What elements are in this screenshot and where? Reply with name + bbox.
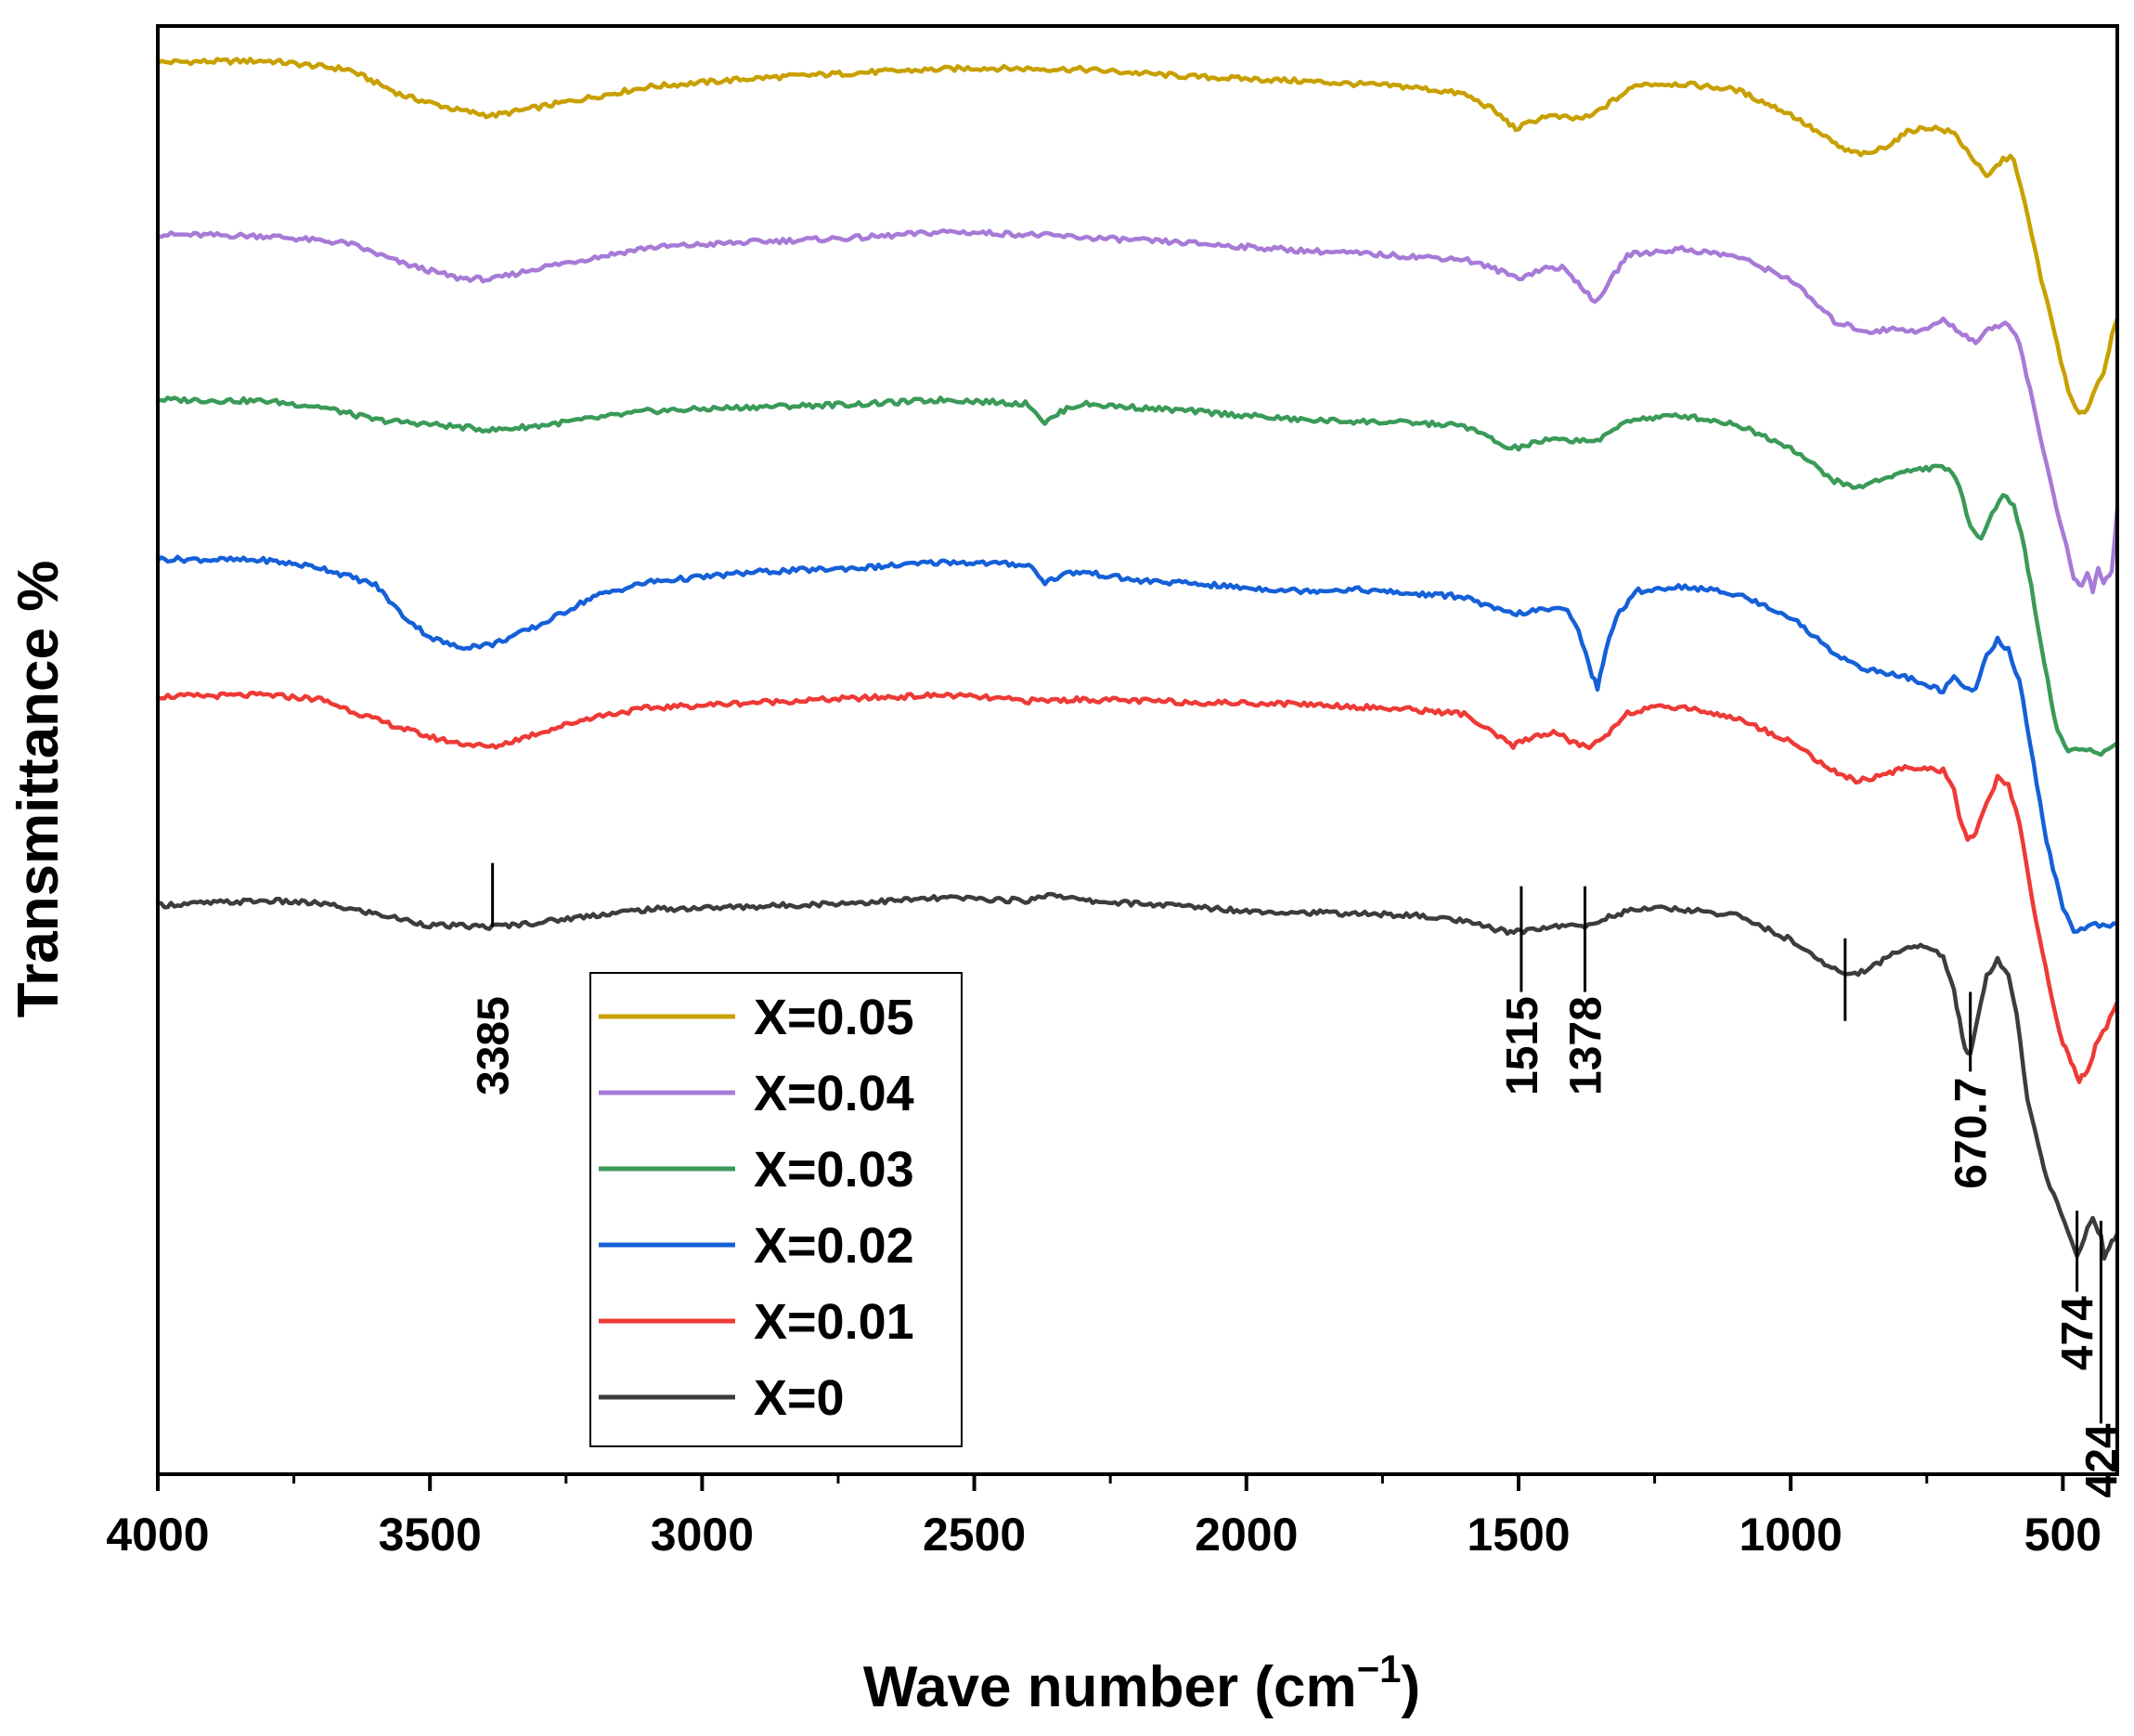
- y-axis-label: Transmittance %: [6, 561, 71, 1018]
- series-line-x-0-01: [157, 690, 2120, 1084]
- series-line-x-0-02: [156, 554, 2118, 934]
- series-line-x-0: [157, 891, 2120, 1261]
- x-tick-label: 3000: [651, 1509, 754, 1561]
- x-axis-label: Wave number (cm−1): [863, 1647, 1420, 1719]
- legend-label: X=0: [754, 1370, 845, 1426]
- x-axis-ticks: 4000 3500 3000 2500 2000 1500 1000 500: [106, 1474, 2102, 1561]
- legend-label: X=0.01: [754, 1294, 914, 1350]
- x-tick-label: 3500: [379, 1509, 482, 1561]
- peak-label: 670.7: [1947, 1078, 1997, 1189]
- series-line-x-0-03: [157, 395, 2119, 758]
- x-axis-label-superscript: −1: [1357, 1647, 1402, 1691]
- series-line-x-0-05: [156, 57, 2120, 416]
- legend-label: X=0.03: [754, 1142, 914, 1198]
- peak-annotations: 3385 1515 1378 670.7 474 424: [470, 862, 2127, 1497]
- peak-label: 1515: [1498, 996, 1547, 1095]
- series-group: [156, 57, 2120, 1261]
- legend-label: X=0.05: [754, 990, 914, 1045]
- x-tick-label: 2000: [1195, 1509, 1298, 1561]
- peak-label: 424: [2077, 1423, 2127, 1497]
- x-axis-label-close: ): [1401, 1655, 1420, 1719]
- x-tick-label: 500: [2024, 1509, 2102, 1561]
- x-axis-label-main: Wave number (cm: [863, 1655, 1357, 1719]
- x-tick-label: 2500: [923, 1509, 1026, 1561]
- series-line-x-0-04: [157, 227, 2120, 595]
- x-tick-label: 4000: [106, 1509, 209, 1561]
- plot-frame: [156, 24, 2119, 1476]
- x-tick-label: 1500: [1467, 1509, 1570, 1561]
- legend-label: X=0.04: [754, 1066, 914, 1121]
- legend: X=0.05 X=0.04 X=0.03 X=0.02 X=0.01 X=0: [589, 972, 963, 1447]
- x-tick-label: 1000: [1740, 1509, 1843, 1561]
- legend-label: X=0.02: [754, 1218, 914, 1274]
- peak-label: 1378: [1562, 996, 1611, 1095]
- legend-box: [589, 972, 963, 1447]
- peak-label: 3385: [470, 996, 519, 1095]
- peak-label: 474: [2054, 1296, 2103, 1370]
